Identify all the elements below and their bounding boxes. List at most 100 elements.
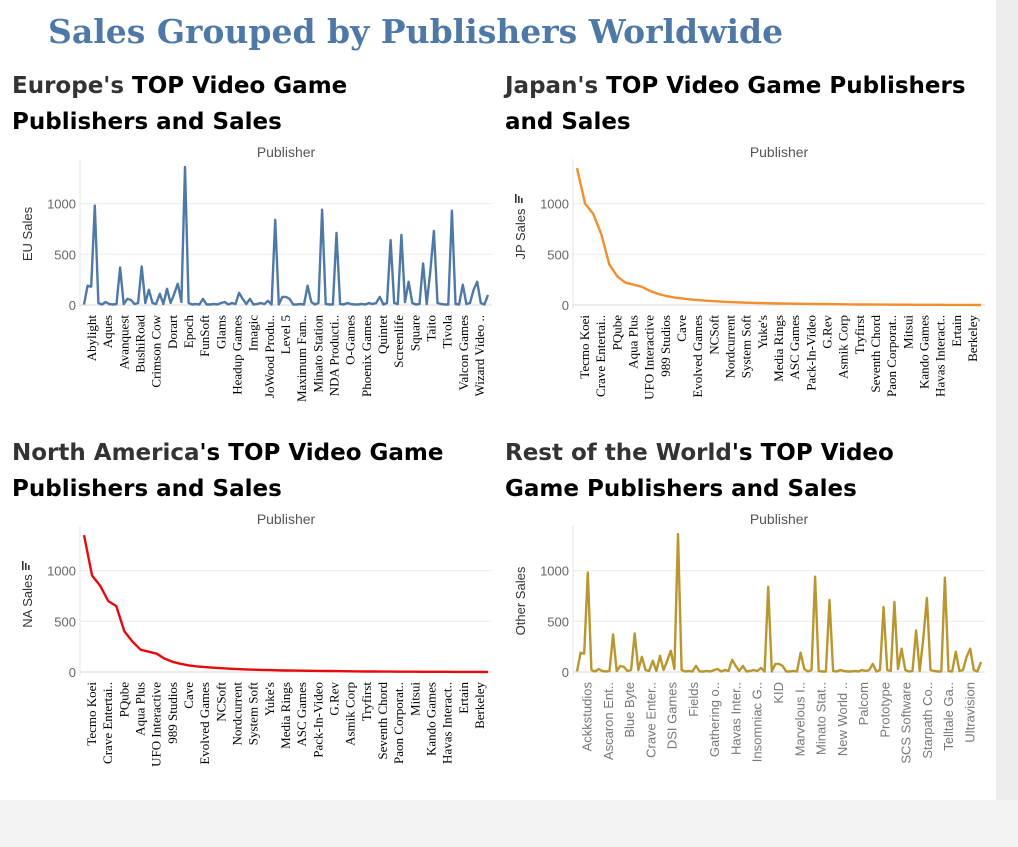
x-tick-label: NDA Producti.. xyxy=(326,315,341,396)
x-tick-label: Media Rings xyxy=(278,682,293,749)
x-tick-label: Nordcurrent xyxy=(723,315,738,379)
x-tick-label: Ultravision xyxy=(962,682,977,743)
x-tick-label: BushiRoad xyxy=(133,315,148,373)
eu-sales-chart[interactable]: Publisher 0 500 1000 EU Sales Abylight Aques Av… xyxy=(0,143,495,433)
x-tick-label: PQube xyxy=(609,315,624,351)
x-tick-label: Aques xyxy=(100,315,115,348)
x-tick-label: G.Rev xyxy=(819,315,834,349)
x-tick-label: Aqua Plus xyxy=(626,315,641,369)
x-tick-label: NCSoft xyxy=(706,315,721,355)
x-tick-label: Evolved Games xyxy=(690,315,705,398)
x-tick-label: Level 5 xyxy=(278,315,293,354)
sort-descending-icon[interactable] xyxy=(515,194,523,203)
x-tick-label: Maximum Fam.. xyxy=(294,315,309,402)
x-tick-label: Wizard Video .. xyxy=(472,315,487,397)
y-tick-label: 1000 xyxy=(540,564,569,579)
x-tick-label: UFO Interactive xyxy=(149,682,164,767)
column-header: Publisher xyxy=(750,511,809,527)
x-tick-label: Berkeley xyxy=(965,315,980,362)
x-tick-label: UFO Interactive xyxy=(642,315,657,400)
x-tick-label: New World .. xyxy=(835,682,850,756)
x-tick-label: G.Rev xyxy=(326,682,341,716)
x-tick-label: Blue Byte xyxy=(622,682,637,738)
x-tick-label: Insomniac G.. xyxy=(750,682,765,762)
other-sales-chart[interactable]: Publisher 0 500 1000 Other Sales Ackkstudios A… xyxy=(493,510,988,800)
x-tick-label: Kando Games xyxy=(916,315,931,389)
sales-series-line[interactable] xyxy=(575,532,983,673)
x-tick-label: Fields xyxy=(686,682,701,717)
x-tick-label: 989 Studios xyxy=(165,682,180,744)
x-tick-label: Minato Station xyxy=(310,315,325,393)
x-tick-label: Crave Entertai.. xyxy=(100,682,115,764)
x-tick-label: Crave Entertai.. xyxy=(593,315,608,397)
x-tick-label: Marvelous I.. xyxy=(792,682,807,756)
x-tick-label: Phoenix Games xyxy=(359,315,374,397)
na-sales-chart[interactable]: Publisher 0 500 1000 NA Sales Tecmo Koei Crave… xyxy=(0,510,495,800)
y-axis-label: EU Sales xyxy=(20,206,35,261)
x-tick-label: Tivola xyxy=(440,315,455,349)
north-america-panel-title: North America's TOP Video Game Publisher… xyxy=(12,435,482,507)
japan-panel-title: Japan's TOP Video Game Publishers and Sa… xyxy=(505,68,975,140)
x-tick-label: Tecmo Koei xyxy=(84,682,99,746)
panel-title-rest: TOP Video Game Publishers and Sales xyxy=(505,73,966,135)
japan-panel: Japan's TOP Video Game Publishers and Sa… xyxy=(493,68,985,433)
x-tick-label: Ertain xyxy=(456,682,471,714)
x-tick-label: Minato Stat.. xyxy=(814,682,829,755)
x-tick-label: FunSoft xyxy=(197,315,212,357)
y-tick-label: 500 xyxy=(54,247,76,262)
x-tick-label: Crimson Cow xyxy=(149,314,164,387)
x-tick-label: SCS Software xyxy=(899,682,914,764)
x-tick-label: Telltale Ga.. xyxy=(941,682,956,751)
x-tick-label: Crave Enter.. xyxy=(643,682,658,758)
sort-descending-icon[interactable] xyxy=(22,561,30,570)
x-tick-label: ASC Games xyxy=(787,315,802,380)
y-tick-label: 0 xyxy=(562,665,569,680)
x-tick-label: Havas Interact.. xyxy=(440,682,455,764)
x-tick-label: Tryfirst xyxy=(852,315,867,355)
column-header: Publisher xyxy=(257,511,316,527)
x-tick-label: NCSoft xyxy=(213,682,228,722)
x-tick-label: Nordcurrent xyxy=(230,682,245,746)
x-tick-label: Seventh Chord xyxy=(868,315,883,393)
x-tick-label: PQube xyxy=(116,682,131,718)
x-tick-label: Havas Interact.. xyxy=(933,315,948,397)
jp-sales-chart[interactable]: Publisher 0 500 1000 JP Sales Tecmo Koei Crave… xyxy=(493,143,988,433)
sales-series-line[interactable] xyxy=(82,534,489,674)
panel-title-rest: 's TOP Video Game Publishers and Sales xyxy=(12,440,444,502)
x-tick-label: Media Rings xyxy=(771,315,786,382)
x-tick-label: Berkeley xyxy=(472,682,487,729)
x-tick-label: Paon Corporat.. xyxy=(391,682,406,764)
y-tick-label: 1000 xyxy=(47,197,76,212)
europe-panel-title: Europe's TOP Video Game Publishers and S… xyxy=(12,68,482,140)
x-tick-label: Avanquest xyxy=(116,315,131,370)
y-tick-label: 0 xyxy=(69,665,76,680)
sales-series-line[interactable] xyxy=(575,167,982,307)
x-tick-label: Ackkstudios xyxy=(580,682,595,752)
x-tick-label: Palcom xyxy=(856,682,871,725)
sales-series-line[interactable] xyxy=(82,165,490,306)
x-tick-label: Cave xyxy=(181,682,196,709)
x-tick-label: Epoch xyxy=(181,315,196,349)
x-tick-label: Valcon Games xyxy=(456,315,471,390)
x-tick-label: Square xyxy=(407,315,422,351)
y-tick-label: 500 xyxy=(547,614,569,629)
europe-panel: Europe's TOP Video Game Publishers and S… xyxy=(0,68,492,433)
panel-title-rest: 's TOP Video Game Publishers and Sales xyxy=(505,440,894,502)
x-tick-label: Screenlife xyxy=(391,315,406,368)
x-tick-label: ASC Games xyxy=(294,682,309,747)
region-label: Japan's xyxy=(505,73,599,99)
column-header: Publisher xyxy=(257,144,316,160)
x-tick-label: System Soft xyxy=(246,682,261,746)
x-tick-label: Aqua Plus xyxy=(133,682,148,736)
x-tick-label: DSI Games xyxy=(665,682,680,750)
x-tick-label: Ertain xyxy=(949,315,964,347)
right-scroll-gutter xyxy=(996,0,1018,800)
x-tick-label: System Soft xyxy=(739,315,754,379)
x-tick-label: Kando Games xyxy=(423,682,438,756)
x-tick-label: Tecmo Koei xyxy=(577,315,592,379)
x-tick-label: 989 Studios xyxy=(658,315,673,377)
y-tick-label: 500 xyxy=(547,247,569,262)
region-label: Rest of the World xyxy=(505,440,732,466)
x-tick-label: Taito xyxy=(423,315,438,342)
column-header: Publisher xyxy=(750,144,809,160)
